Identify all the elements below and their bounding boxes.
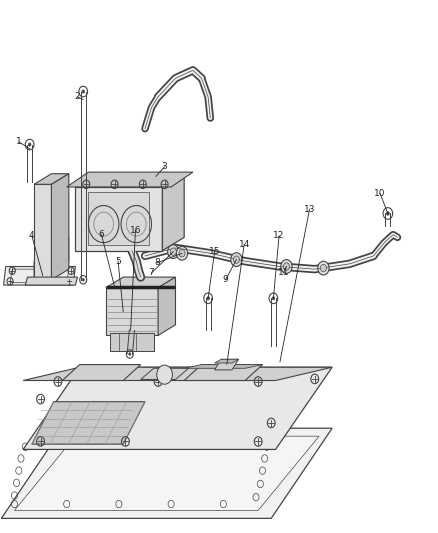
Polygon shape xyxy=(184,365,262,381)
Circle shape xyxy=(318,261,329,275)
Text: 12: 12 xyxy=(273,231,285,240)
Circle shape xyxy=(231,253,242,266)
Circle shape xyxy=(272,297,275,300)
Polygon shape xyxy=(75,174,184,187)
Polygon shape xyxy=(110,333,154,351)
Circle shape xyxy=(283,263,290,270)
Polygon shape xyxy=(62,365,141,381)
Polygon shape xyxy=(75,187,162,251)
Circle shape xyxy=(129,353,131,356)
Polygon shape xyxy=(51,174,69,280)
Polygon shape xyxy=(34,237,69,280)
Polygon shape xyxy=(67,172,193,187)
Text: 13: 13 xyxy=(304,205,315,214)
Text: 11: 11 xyxy=(278,268,289,277)
Circle shape xyxy=(28,143,31,146)
Polygon shape xyxy=(215,359,239,363)
Text: 1: 1 xyxy=(16,138,21,147)
Polygon shape xyxy=(162,174,184,251)
Text: 16: 16 xyxy=(130,226,141,235)
Polygon shape xyxy=(34,174,69,184)
Circle shape xyxy=(82,90,85,93)
Polygon shape xyxy=(88,192,149,245)
Text: 7: 7 xyxy=(148,268,155,277)
Polygon shape xyxy=(25,277,78,285)
Polygon shape xyxy=(106,277,176,288)
Polygon shape xyxy=(34,184,51,280)
Circle shape xyxy=(207,297,209,300)
Circle shape xyxy=(321,264,326,272)
Text: 15: 15 xyxy=(209,247,220,256)
Polygon shape xyxy=(141,368,188,379)
Text: 2: 2 xyxy=(75,92,80,101)
Polygon shape xyxy=(23,367,332,449)
Circle shape xyxy=(157,365,173,384)
Text: 6: 6 xyxy=(99,230,104,239)
Polygon shape xyxy=(184,365,262,368)
Circle shape xyxy=(179,249,185,257)
Text: 4: 4 xyxy=(29,231,35,240)
Circle shape xyxy=(386,212,389,215)
Polygon shape xyxy=(158,277,176,335)
Text: 14: 14 xyxy=(239,240,250,249)
Text: 3: 3 xyxy=(162,163,167,171)
Text: 5: 5 xyxy=(115,257,121,265)
Polygon shape xyxy=(215,359,239,370)
Polygon shape xyxy=(14,436,319,511)
Text: 10: 10 xyxy=(374,189,386,198)
Circle shape xyxy=(82,278,84,281)
Circle shape xyxy=(233,256,240,263)
Polygon shape xyxy=(1,428,332,519)
Text: 8: 8 xyxy=(154,259,160,267)
Circle shape xyxy=(168,245,179,259)
Polygon shape xyxy=(106,288,158,335)
Polygon shape xyxy=(4,266,75,285)
Text: 9: 9 xyxy=(223,275,228,284)
Circle shape xyxy=(170,248,177,255)
Circle shape xyxy=(281,260,292,273)
Polygon shape xyxy=(23,367,332,381)
Polygon shape xyxy=(32,402,145,444)
Circle shape xyxy=(177,246,187,260)
